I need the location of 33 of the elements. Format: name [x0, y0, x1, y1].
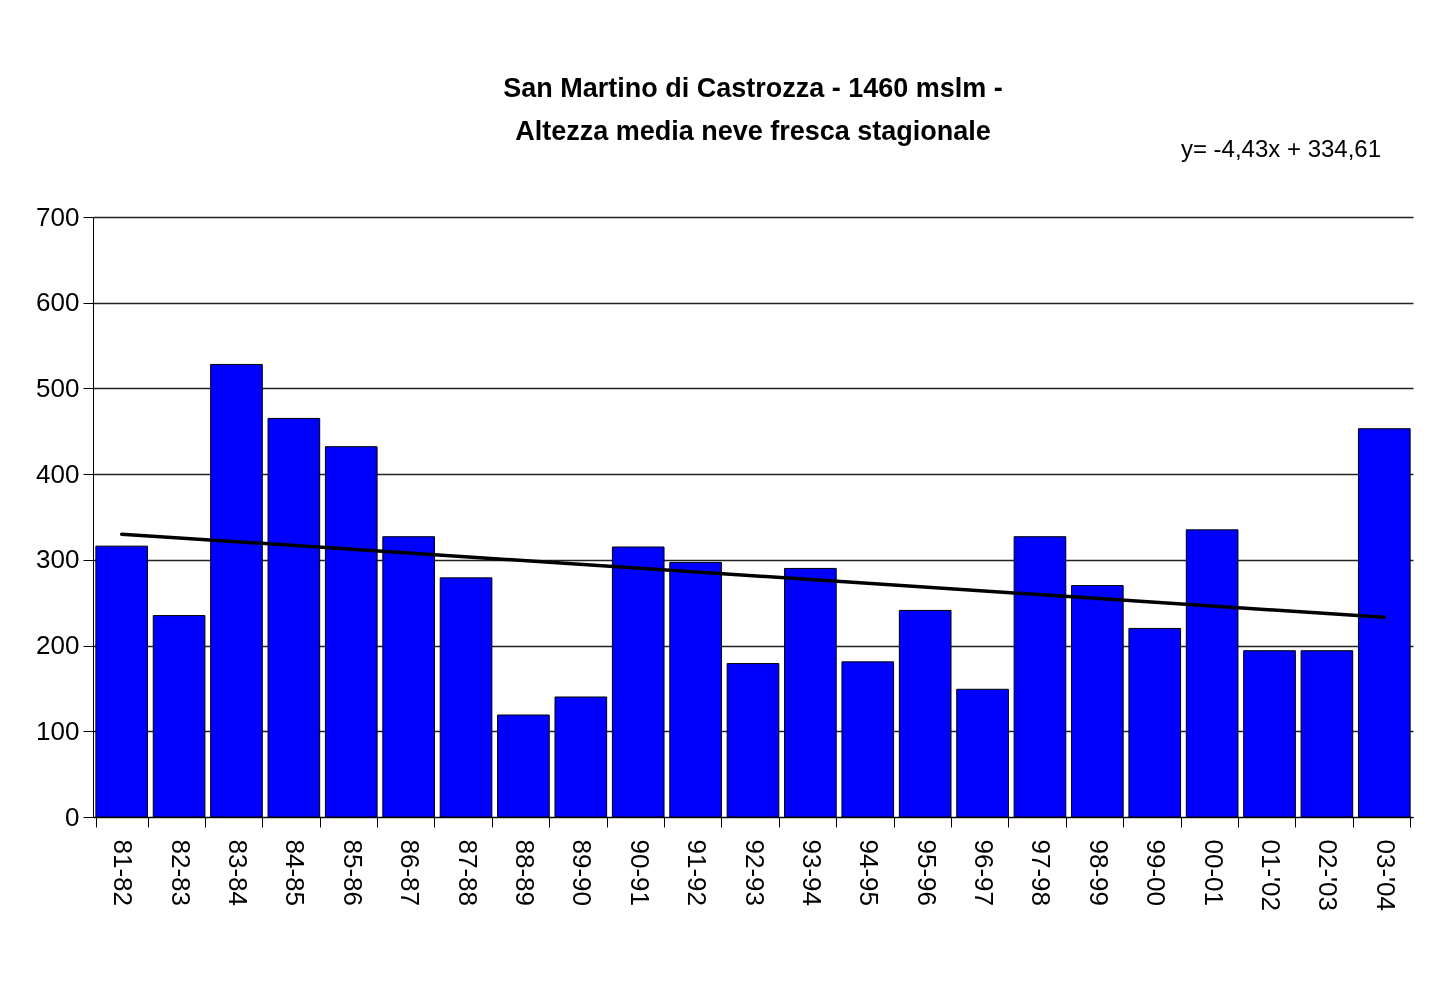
x-tick-label: 83-84 [222, 839, 253, 906]
x-tick-label: 03-'04 [1370, 839, 1401, 911]
x-tick-label: 96-97 [969, 839, 1000, 906]
x-tick-label: 02-'03 [1313, 839, 1344, 911]
x-tick-label: 95-96 [911, 839, 942, 906]
x-tick-label: 82-83 [165, 839, 196, 906]
x-tick-label: 97-98 [1026, 839, 1057, 906]
x-tick-label: 01-'02 [1256, 839, 1287, 911]
y-tick-label: 200 [36, 630, 80, 661]
x-tick-label: 99-00 [1141, 839, 1172, 906]
y-tick-label: 500 [36, 372, 80, 403]
x-tick-label: 91-92 [682, 839, 713, 906]
x-tick-label: 81-82 [108, 839, 139, 906]
y-tick-label: 100 [36, 715, 80, 746]
x-tick-label: 93-94 [796, 839, 827, 906]
x-tick-label: 89-90 [567, 839, 598, 906]
y-tick-label: 0 [65, 801, 80, 832]
x-tick-label: 88-89 [509, 839, 540, 906]
x-tick-label: 84-85 [280, 839, 311, 906]
x-tick-label: 90-91 [624, 839, 655, 906]
y-tick-label: 600 [36, 287, 80, 318]
chart-title: San Martino di Castrozza - 1460 mslm - Altezza media neve fresca stagionale [503, 73, 1003, 146]
y-tick-label: 400 [36, 458, 80, 489]
x-tick-label: 85-86 [337, 839, 368, 906]
x-tick-label: 92-93 [739, 839, 770, 906]
x-tick-label: 87-88 [452, 839, 483, 906]
y-tick-label: 300 [36, 544, 80, 575]
y-tick-label: 700 [36, 201, 80, 232]
text: y= -4,43x + 334,61 [1180, 135, 1382, 162]
x-tick-label: 00-01 [1198, 839, 1229, 906]
x-tick-label: 94-95 [854, 839, 885, 906]
x-tick-label: 98-99 [1083, 839, 1114, 906]
x-tick-label: 86-87 [395, 839, 426, 906]
